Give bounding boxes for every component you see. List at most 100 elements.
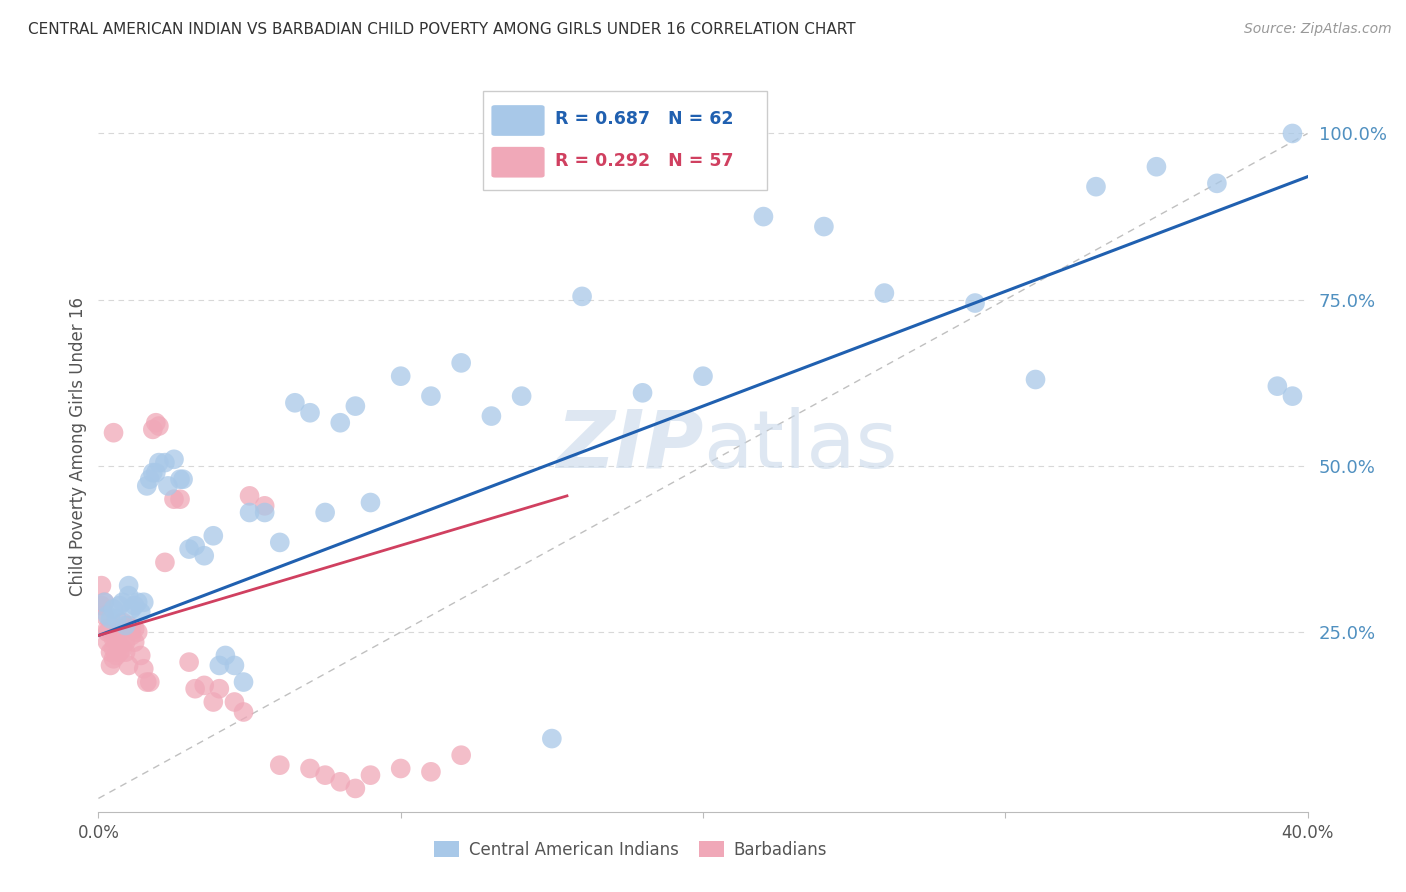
- Point: [510, 389, 533, 403]
- Point: [118, 658, 141, 673]
- Point: [1144, 160, 1167, 174]
- Point: [299, 406, 322, 420]
- Point: [202, 529, 225, 543]
- Point: [752, 210, 775, 224]
- Point: [121, 602, 143, 616]
- Point: [239, 489, 262, 503]
- Point: [103, 632, 125, 646]
- Point: [179, 542, 201, 557]
- Point: [132, 595, 155, 609]
- Point: [121, 628, 143, 642]
- Point: [139, 472, 162, 486]
- Point: [111, 595, 134, 609]
- Point: [571, 289, 593, 303]
- Point: [93, 595, 115, 609]
- Y-axis label: Child Poverty Among Girls Under 16: Child Poverty Among Girls Under 16: [69, 296, 87, 596]
- Point: [105, 632, 128, 646]
- Point: [118, 589, 141, 603]
- Point: [108, 639, 131, 653]
- Point: [1206, 177, 1229, 191]
- Point: [163, 452, 186, 467]
- Point: [103, 641, 125, 656]
- Point: [103, 425, 125, 440]
- Point: [179, 655, 201, 669]
- Point: [118, 579, 141, 593]
- Point: [93, 608, 115, 623]
- Point: [105, 648, 128, 663]
- Point: [631, 385, 654, 400]
- Point: [284, 396, 307, 410]
- Point: [90, 579, 112, 593]
- Point: [127, 595, 149, 609]
- FancyBboxPatch shape: [492, 105, 544, 136]
- Point: [1267, 379, 1289, 393]
- Point: [450, 748, 472, 763]
- Point: [253, 506, 276, 520]
- Point: [193, 549, 215, 563]
- Point: [344, 781, 367, 796]
- Point: [360, 495, 382, 509]
- Point: [232, 675, 254, 690]
- Point: [269, 535, 291, 549]
- Point: [100, 658, 122, 673]
- Point: [114, 645, 136, 659]
- Point: [540, 731, 562, 746]
- Point: [111, 615, 134, 630]
- Point: [90, 599, 112, 613]
- Point: [100, 612, 122, 626]
- Point: [208, 681, 231, 696]
- FancyBboxPatch shape: [492, 147, 544, 178]
- Point: [193, 678, 215, 692]
- Point: [813, 219, 835, 234]
- Point: [965, 296, 987, 310]
- Point: [269, 758, 291, 772]
- Point: [420, 764, 443, 779]
- Point: [169, 492, 191, 507]
- Point: [239, 506, 262, 520]
- Point: [389, 762, 412, 776]
- Point: [420, 389, 443, 403]
- Point: [169, 472, 191, 486]
- Point: [124, 635, 146, 649]
- Point: [96, 625, 118, 640]
- Point: [103, 602, 125, 616]
- Point: [108, 645, 131, 659]
- Text: atlas: atlas: [703, 407, 897, 485]
- Point: [145, 416, 167, 430]
- Point: [692, 369, 714, 384]
- Point: [163, 492, 186, 507]
- Point: [96, 608, 118, 623]
- Point: [314, 768, 336, 782]
- Point: [153, 555, 176, 569]
- Point: [129, 648, 152, 663]
- Point: [148, 419, 170, 434]
- Point: [1281, 389, 1303, 403]
- Point: [139, 675, 162, 690]
- Text: CENTRAL AMERICAN INDIAN VS BARBADIAN CHILD POVERTY AMONG GIRLS UNDER 16 CORRELAT: CENTRAL AMERICAN INDIAN VS BARBADIAN CHI…: [28, 22, 856, 37]
- Point: [129, 605, 152, 619]
- Point: [108, 622, 131, 636]
- Point: [184, 539, 207, 553]
- Point: [105, 612, 128, 626]
- Point: [224, 695, 246, 709]
- Text: R = 0.292   N = 57: R = 0.292 N = 57: [555, 152, 734, 169]
- Point: [314, 506, 336, 520]
- Point: [329, 416, 352, 430]
- Point: [224, 658, 246, 673]
- Point: [135, 479, 157, 493]
- Point: [208, 658, 231, 673]
- Point: [184, 681, 207, 696]
- Point: [153, 456, 176, 470]
- Text: ZIP: ZIP: [555, 407, 703, 485]
- Point: [360, 768, 382, 782]
- Point: [156, 479, 179, 493]
- Point: [481, 409, 503, 423]
- Point: [1085, 179, 1108, 194]
- Point: [142, 466, 165, 480]
- Point: [93, 595, 115, 609]
- Point: [202, 695, 225, 709]
- FancyBboxPatch shape: [482, 91, 768, 190]
- Point: [142, 422, 165, 436]
- Point: [389, 369, 412, 384]
- Point: [108, 599, 131, 613]
